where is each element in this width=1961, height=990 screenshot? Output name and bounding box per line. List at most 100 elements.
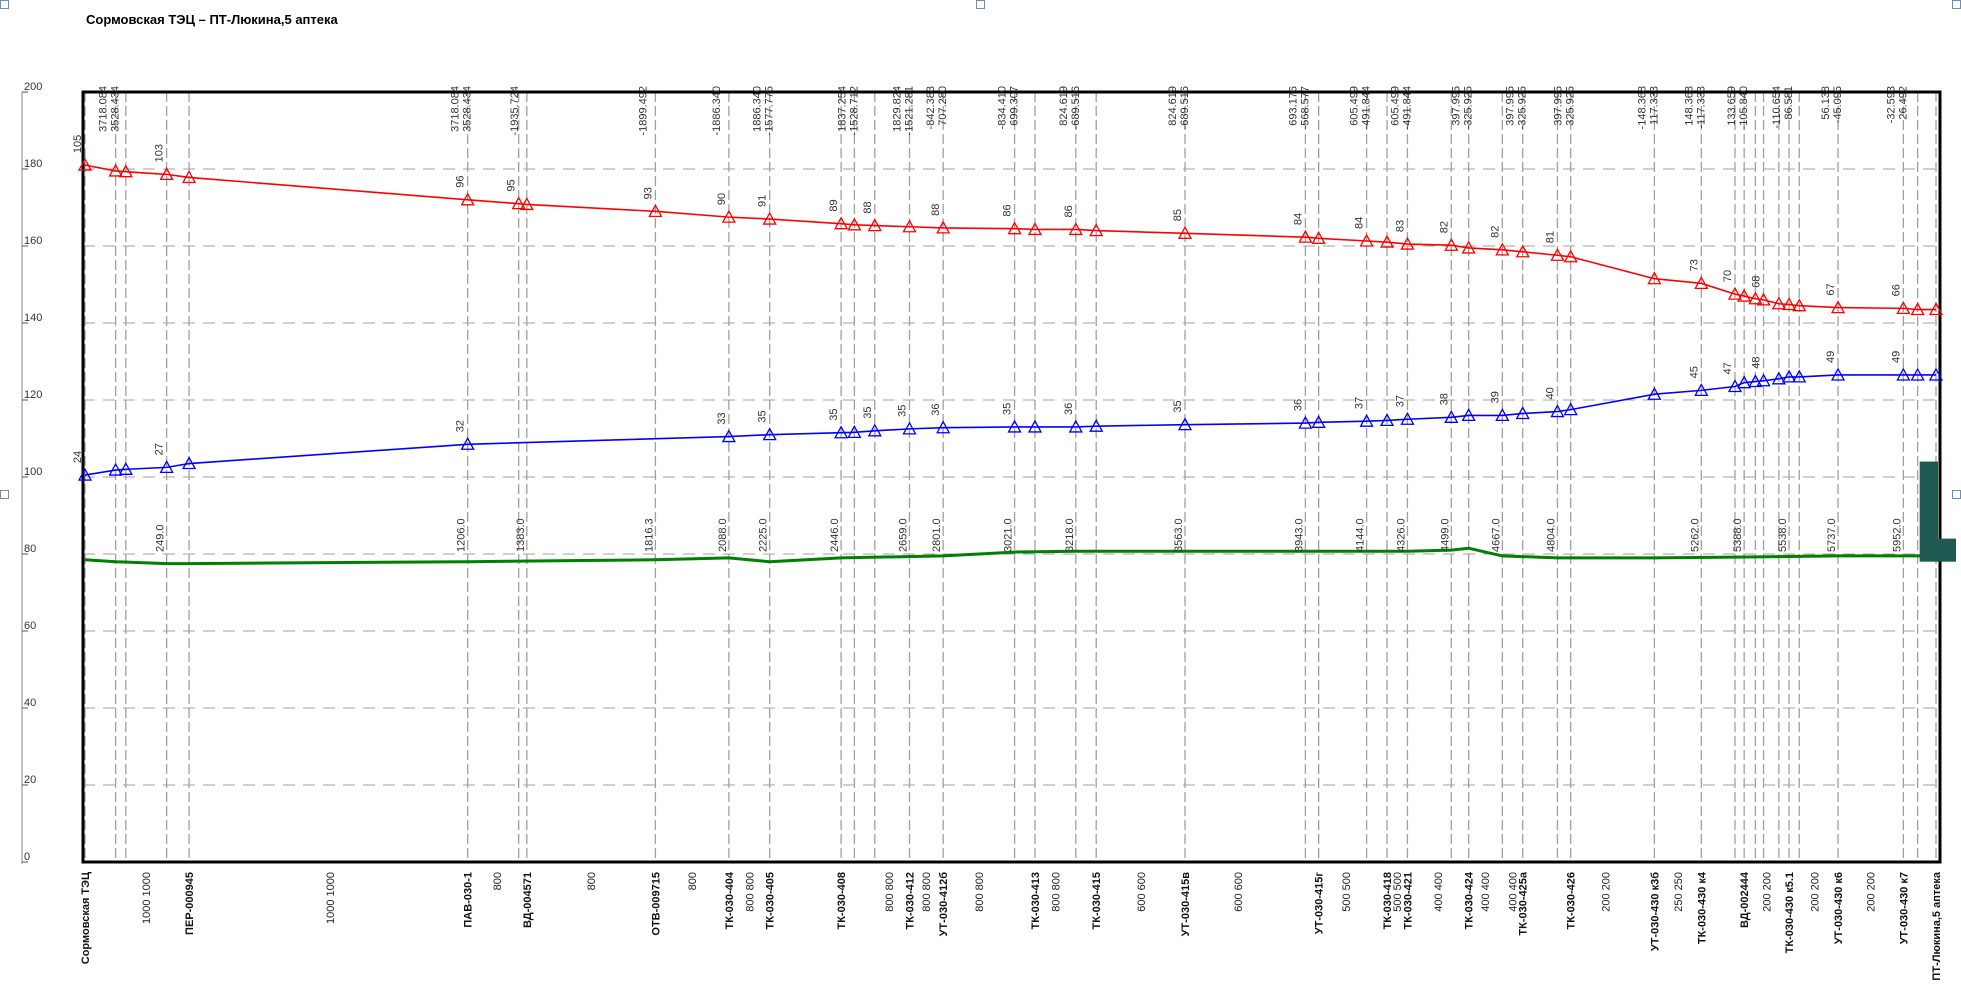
supply-point	[1830, 300, 1846, 314]
diameter-label: 500 500	[1341, 872, 1353, 912]
return-point	[1771, 371, 1786, 385]
supply-point-label: 88	[862, 201, 874, 213]
diameter-label: 800 800	[974, 872, 986, 912]
supply-point-label: 96	[455, 176, 467, 188]
return-point	[1311, 414, 1326, 428]
ground-elevation-label: 4499.0	[1439, 518, 1451, 552]
return-point-label: 47	[1722, 362, 1734, 374]
return-point	[1550, 404, 1565, 418]
top-pressure-label: 3718.084	[98, 86, 110, 132]
supply-point	[834, 216, 849, 230]
return-point	[460, 436, 475, 450]
supply-point	[1737, 288, 1752, 302]
return-point	[936, 420, 951, 434]
y-tick-label: 80	[24, 543, 36, 555]
node-label: ПАВ-030-1	[463, 872, 475, 928]
ground-elevation-label: 4144.0	[1355, 518, 1367, 552]
top-pressure-label: -491.844	[1401, 86, 1413, 129]
top-pressure-label: -689.516	[1070, 86, 1082, 129]
diameter-label: 1000 1000	[325, 872, 337, 924]
node-label: Сормовская ТЭЦ	[80, 872, 92, 964]
top-pressure-label: -1899.492	[637, 86, 649, 136]
node-label: ПЕР-000945	[184, 872, 196, 935]
return-line	[84, 374, 1936, 476]
diameter-label: 800 800	[921, 872, 933, 912]
return-point-label: 49	[1890, 351, 1902, 363]
ground-elevation-label: 4667.0	[1490, 518, 1502, 552]
node-label: УТ-030-430 к3б	[1649, 872, 1661, 951]
return-point-label: 40	[1544, 387, 1556, 399]
top-pressure-label: 86.581	[1783, 86, 1795, 120]
supply-point	[1550, 247, 1565, 261]
ground-line	[84, 546, 1936, 566]
supply-point	[1444, 237, 1459, 251]
return-point	[867, 423, 882, 437]
supply-point	[1311, 230, 1326, 244]
top-pressure-label: 56.138	[1820, 86, 1832, 120]
supply-point	[1068, 222, 1083, 236]
supply-point	[1792, 298, 1807, 312]
grid	[83, 168, 1940, 786]
y-tick-label: 120	[24, 389, 42, 401]
return-point-label: 37	[1354, 397, 1366, 409]
resize-handle-top-left[interactable]	[0, 0, 9, 9]
supply-point-label: 95	[506, 179, 518, 191]
diameter-label: 1000 1000	[141, 872, 153, 924]
supply-point	[1748, 291, 1763, 305]
supply-point	[1694, 275, 1709, 289]
diameter-label: 600 600	[1233, 872, 1245, 912]
diameter-label: 800 800	[884, 872, 896, 912]
supply-point	[1771, 296, 1786, 310]
return-point	[1089, 418, 1104, 432]
supply-point-label: 67	[1825, 283, 1837, 295]
ground-elevation-label: 4326.0	[1395, 518, 1407, 552]
ground-elevation-label: 2801.0	[931, 518, 943, 552]
return-point-label: 35	[828, 408, 840, 420]
return-point-label: 33	[716, 412, 728, 424]
supply-point	[1647, 271, 1662, 285]
y-axis: 0 20 40 60 80 100 120 140 160 180 200	[21, 81, 42, 864]
return-point	[834, 425, 849, 439]
node-label: ВД-004571	[522, 872, 534, 928]
return-point	[1737, 375, 1752, 389]
diameter-label: 400 400	[1433, 872, 1445, 912]
node-label: УТ-030-430 к6	[1833, 872, 1845, 944]
series	[77, 157, 1944, 566]
return-point	[1007, 419, 1022, 433]
top-pressure-label: 824.619	[1058, 86, 1070, 126]
y-tick-label: 100	[24, 466, 42, 478]
supply-point-label: 82	[1489, 226, 1501, 238]
node-label: ВД-002444	[1739, 871, 1751, 928]
y-tick-label: 160	[24, 235, 42, 247]
supply-point	[1359, 233, 1374, 247]
top-pressure-label: -568.577	[1299, 86, 1311, 129]
supply-point-label: 68	[1751, 276, 1763, 288]
return-point	[1896, 367, 1911, 381]
supply-point-label: 86	[1002, 204, 1014, 216]
diameter-label: 800 800	[1050, 872, 1062, 912]
supply-point	[1928, 302, 1944, 316]
return-point	[1515, 406, 1530, 420]
return-point-label: 35	[862, 407, 874, 419]
return-point	[1177, 417, 1193, 431]
resize-handle-top[interactable]	[976, 0, 985, 9]
supply-point	[460, 192, 475, 206]
resize-handle-left[interactable]	[0, 490, 9, 499]
top-pressure-label: -45.095	[1832, 86, 1844, 123]
supply-point-label: 90	[716, 193, 728, 205]
supply-point-label: 70	[1722, 270, 1734, 282]
return-point-label: 35	[757, 410, 769, 422]
node-label: ТК-030-412	[904, 872, 916, 929]
supply-line	[84, 164, 1936, 311]
supply-point	[1400, 236, 1415, 250]
supply-point-label: 105	[72, 135, 84, 153]
return-point	[118, 461, 133, 475]
return-point	[847, 424, 862, 438]
supply-point	[1781, 297, 1797, 311]
return-point	[108, 462, 123, 476]
diameter-label: 200 200	[1600, 872, 1612, 912]
node-label: ТК-030-408	[836, 872, 848, 929]
diameter-label: 200 200	[1866, 872, 1878, 912]
supply-point-label: 91	[757, 195, 769, 207]
return-point-label: 49	[1825, 351, 1837, 363]
